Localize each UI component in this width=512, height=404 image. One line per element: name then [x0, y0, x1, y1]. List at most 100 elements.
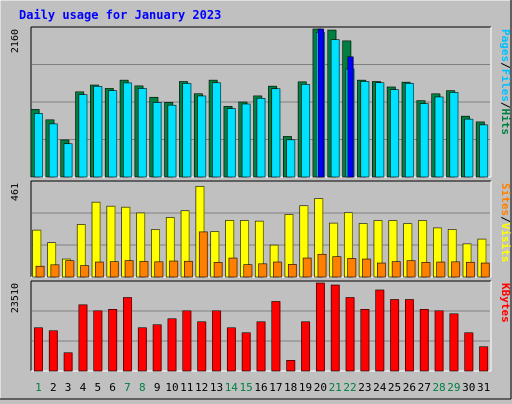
x-tick-label-day-21: 21 — [329, 381, 342, 394]
bar-files-day-6 — [108, 90, 117, 178]
legend-kbytes: KBytes — [499, 283, 512, 323]
bar-sites-day-1 — [35, 265, 45, 278]
bar-sites-day-27 — [421, 262, 431, 278]
x-tick-label-day-25: 25 — [388, 381, 401, 394]
bar-files-day-4 — [78, 94, 88, 178]
bar-kbytes-day-29 — [449, 313, 459, 372]
panel-hits-files-pages-legend: Pages/Files/Hits — [499, 29, 512, 135]
bar-sites-day-26 — [406, 260, 416, 278]
bar-kbytes-day-7 — [123, 297, 132, 372]
x-tick-label-day-10: 10 — [165, 381, 178, 394]
bar-sites-day-4 — [80, 265, 89, 278]
bar-files-day-27 — [419, 103, 429, 178]
x-tick-label-day-1: 1 — [35, 381, 42, 394]
x-tick-label-day-31: 31 — [477, 381, 490, 394]
bar-files-day-29 — [449, 92, 459, 178]
x-tick-label-day-18: 18 — [284, 381, 297, 394]
bar-sites-day-22 — [347, 258, 357, 278]
bar-kbytes-day-27 — [419, 309, 429, 372]
bar-kbytes-day-20 — [315, 282, 325, 372]
x-tick-label-day-2: 2 — [50, 381, 57, 394]
bar-kbytes-day-16 — [256, 321, 266, 372]
legend-separator: / — [499, 62, 512, 69]
bar-files-day-25 — [390, 89, 399, 178]
bar-sites-day-9 — [154, 261, 164, 278]
x-tick-label-day-9: 9 — [154, 381, 161, 394]
bar-files-day-3 — [63, 143, 73, 178]
x-tick-label-day-11: 11 — [180, 381, 193, 394]
bar-sites-day-6 — [109, 261, 119, 278]
bar-kbytes-day-15 — [241, 332, 251, 372]
x-tick-label-day-19: 19 — [299, 381, 312, 394]
bar-sites-day-12 — [198, 231, 208, 278]
bar-sites-day-7 — [124, 260, 134, 278]
bar-sites-day-30 — [466, 261, 475, 278]
x-tick-label-day-29: 29 — [447, 381, 460, 394]
bar-kbytes-day-1 — [34, 327, 43, 372]
bar-files-day-8 — [137, 88, 147, 178]
legend-visits: Visits — [499, 223, 512, 263]
bar-kbytes-day-12 — [197, 321, 207, 372]
x-tick-label-day-20: 20 — [314, 381, 327, 394]
x-tick-label-day-3: 3 — [65, 381, 72, 394]
x-tick-label-day-13: 13 — [210, 381, 223, 394]
bar-files-day-30 — [464, 118, 474, 178]
panel-visits-sites-ymax-label: 461 — [10, 183, 21, 201]
bar-kbytes-day-18 — [286, 360, 296, 372]
bar-kbytes-day-2 — [48, 330, 58, 372]
bar-sites-day-8 — [139, 261, 149, 278]
bar-kbytes-day-19 — [301, 321, 310, 372]
legend-sites: Sites — [499, 183, 512, 216]
bar-sites-day-2 — [50, 264, 60, 278]
x-tick-label-day-30: 30 — [462, 381, 475, 394]
bar-sites-day-24 — [376, 262, 386, 278]
bar-files-day-21 — [330, 39, 340, 178]
panel-visits-sites-legend: Sites/Visits — [499, 183, 512, 263]
bar-files-day-23 — [360, 81, 370, 178]
bar-files-day-13 — [212, 82, 221, 178]
bar-files-day-2 — [48, 123, 58, 178]
x-tick-label-day-28: 28 — [432, 381, 445, 394]
bar-sites-day-25 — [391, 261, 401, 278]
bar-files-day-14 — [226, 108, 236, 178]
x-tick-label-day-17: 17 — [269, 381, 282, 394]
bar-kbytes-day-3 — [63, 352, 73, 372]
x-tick-label-day-23: 23 — [358, 381, 371, 394]
bar-kbytes-day-4 — [78, 304, 88, 372]
bar-sites-day-11 — [184, 260, 193, 278]
x-tick-label-day-24: 24 — [373, 381, 387, 394]
bar-kbytes-day-13 — [212, 310, 221, 372]
bar-sites-day-20 — [317, 253, 327, 278]
bar-kbytes-day-11 — [182, 310, 192, 372]
x-tick-label-day-27: 27 — [418, 381, 431, 394]
x-tick-label-day-14: 14 — [225, 381, 239, 394]
chart-title: Daily usage for January 2023 — [19, 8, 221, 22]
bar-sites-day-23 — [362, 258, 371, 278]
panel-kbytes-ymax-label: 23510 — [10, 283, 21, 313]
bar-files-day-19 — [301, 84, 310, 178]
x-tick-label-day-4: 4 — [80, 381, 87, 394]
bar-sites-day-14 — [228, 257, 238, 278]
x-tick-label-day-6: 6 — [109, 381, 116, 394]
bar-kbytes-day-30 — [464, 332, 474, 372]
bar-kbytes-day-23 — [360, 309, 370, 372]
bar-kbytes-day-5 — [93, 310, 103, 372]
panel-hits-files-pages-ymax-label: 2160 — [10, 29, 21, 53]
bar-sites-day-3 — [65, 260, 75, 278]
x-tick-label-day-8: 8 — [139, 381, 146, 394]
bar-kbytes-day-31 — [479, 346, 488, 372]
bar-sites-day-28 — [436, 261, 446, 278]
bar-sites-day-13 — [213, 262, 223, 278]
bar-pages-day-22 — [347, 56, 354, 178]
x-tick-label-day-12: 12 — [195, 381, 208, 394]
bar-files-day-28 — [434, 96, 444, 178]
bar-kbytes-day-6 — [108, 309, 117, 372]
bar-kbytes-day-17 — [271, 301, 281, 372]
bar-kbytes-day-8 — [137, 327, 147, 372]
bar-files-day-1 — [34, 113, 43, 178]
bar-sites-day-19 — [302, 257, 312, 278]
bar-files-day-9 — [152, 102, 162, 178]
legend-separator: / — [499, 216, 512, 223]
